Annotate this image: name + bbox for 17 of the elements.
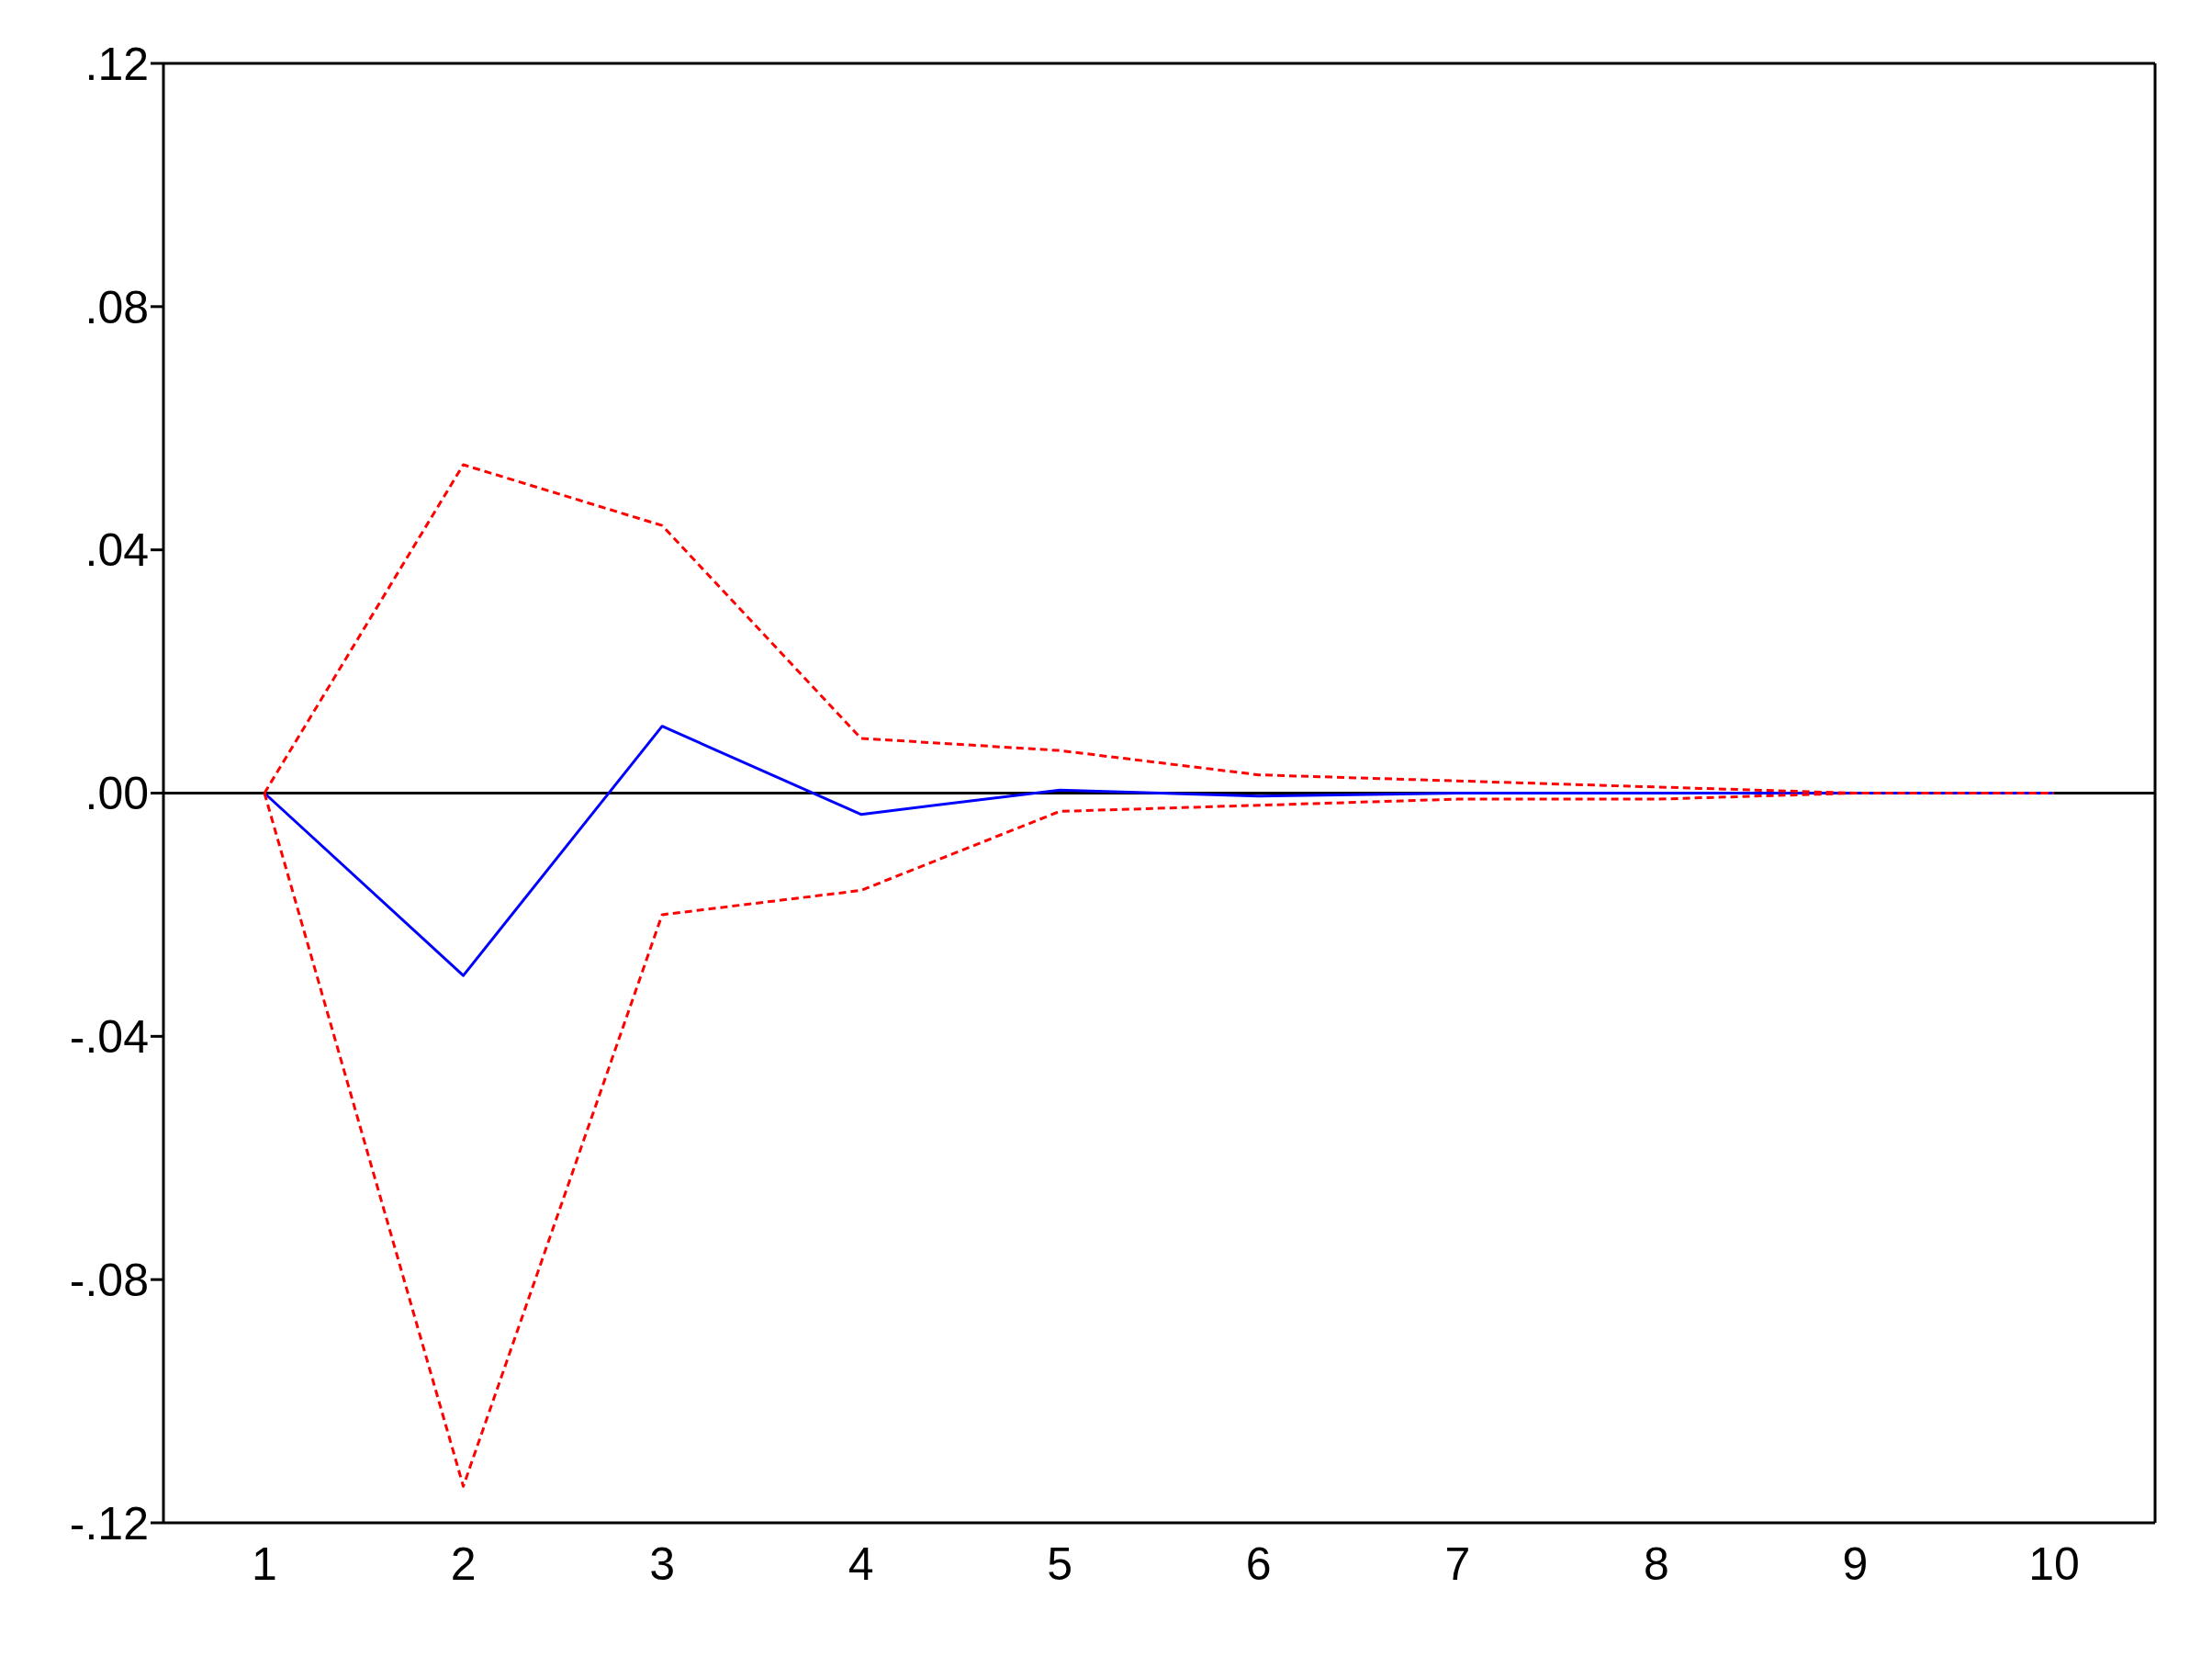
x-tick-label: 10 bbox=[2028, 1538, 2080, 1590]
y-tick-label: .12 bbox=[84, 38, 149, 90]
x-tick-label: 5 bbox=[1047, 1538, 1073, 1590]
y-tick-label: -.04 bbox=[69, 1011, 149, 1064]
x-tick-label: 2 bbox=[450, 1538, 477, 1590]
y-tick-label: .00 bbox=[84, 768, 149, 820]
y-tick-label: .08 bbox=[84, 281, 149, 333]
x-tick-label: 6 bbox=[1245, 1538, 1272, 1590]
y-tick-label: -.08 bbox=[69, 1254, 149, 1306]
x-tick-label: 7 bbox=[1444, 1538, 1471, 1590]
x-tick-label: 9 bbox=[1842, 1538, 1869, 1590]
y-tick-label: .04 bbox=[84, 524, 149, 577]
x-tick-label: 8 bbox=[1643, 1538, 1669, 1590]
x-tick-label: 1 bbox=[252, 1538, 277, 1590]
y-tick-label: -.12 bbox=[69, 1497, 149, 1549]
x-tick-label: 4 bbox=[848, 1538, 874, 1590]
x-tick-label: 3 bbox=[649, 1538, 676, 1590]
